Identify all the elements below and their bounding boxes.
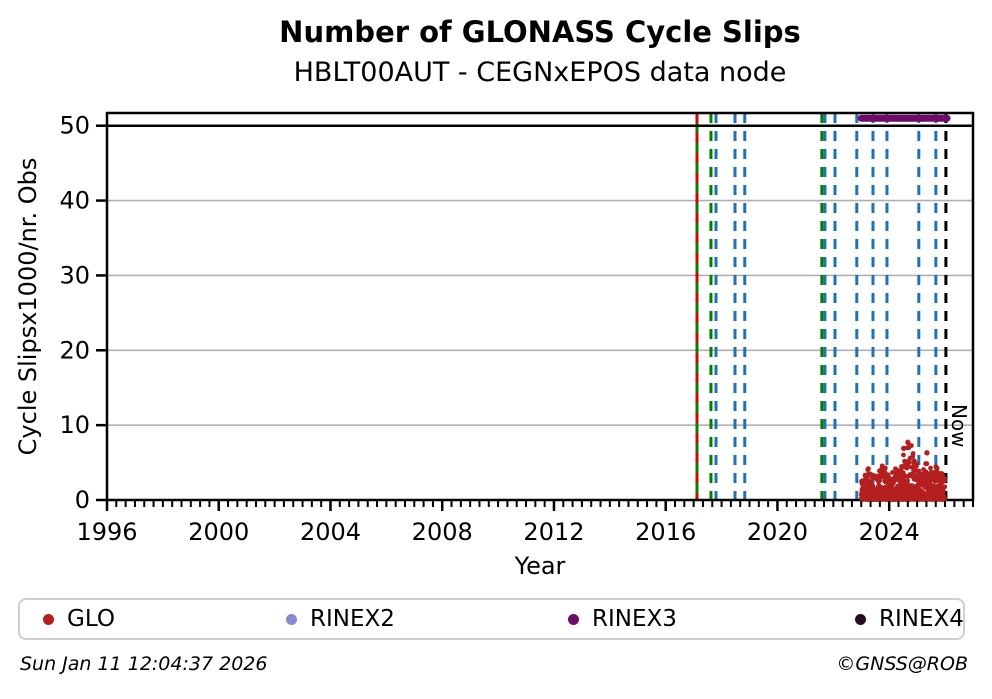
glo-marker-icon (43, 613, 54, 625)
glo-scatter-point (940, 491, 946, 496)
rinex2-marker-icon (286, 613, 297, 625)
glo-scatter-point (904, 465, 910, 471)
x-tick-label: 1996 (76, 518, 137, 546)
glo-scatter-point (929, 473, 935, 479)
legend-item-rinex3: RINEX3 (568, 600, 677, 638)
legend-label: RINEX2 (310, 606, 395, 632)
legend-label: GLO (67, 606, 115, 632)
legend-item-rinex2: RINEX2 (286, 600, 395, 638)
glo-scatter-point (901, 445, 907, 452)
glo-scatter-point (910, 483, 915, 489)
legend-item-glo: GLO (43, 600, 115, 638)
glo-scatter-point (905, 478, 910, 484)
x-axis-label: Year (514, 552, 566, 580)
chart-title: Number of GLONASS Cycle Slips (279, 15, 801, 49)
x-tick-label: 2016 (635, 518, 696, 546)
chart-subtitle: HBLT00AUT - CEGNxEPOS data node (293, 57, 787, 88)
rinex4-marker-icon (855, 613, 866, 625)
glo-scatter-point (905, 482, 911, 487)
glo-scatter-point (868, 479, 874, 485)
x-tick-label: 2012 (523, 518, 584, 546)
glo-scatter-point (942, 477, 948, 483)
x-tick-label: 2004 (300, 518, 361, 546)
glo-scatter-point (913, 473, 919, 479)
glo-scatter-point (910, 453, 916, 459)
glo-scatter-point (940, 497, 946, 502)
glo-scatter-point (901, 452, 906, 458)
glo-scatter-point (860, 481, 866, 487)
chart-canvas: 1996 2000 2004 2008 2012 2016 2020 2024 0 10 20 30 4… (14, 111, 975, 580)
glo-scatter-point (866, 466, 871, 472)
rinex3-marker-icon (568, 613, 579, 625)
x-tick-label: 2024 (859, 518, 920, 546)
glo-scatter-point (906, 444, 912, 450)
y-axis-label: Cycle Slipsx1000/nr. Obs (14, 158, 42, 456)
glo-scatter-point (934, 465, 940, 471)
glo-scatter-point (876, 479, 882, 485)
footer-credit: ©GNSS@ROB (836, 653, 968, 675)
footer-timestamp: Sun Jan 11 12:04:37 2026 (20, 653, 268, 675)
glo-scatter-point (890, 470, 895, 475)
plot-frame (105, 111, 975, 502)
glo-scatter-point (882, 467, 888, 472)
glo-scatter-point (906, 473, 912, 479)
glo-scatter-point (924, 461, 930, 467)
glo-scatter-point (918, 488, 924, 494)
y-tick-label: 10 (59, 411, 90, 439)
now-label: Now (947, 404, 971, 448)
glo-scatter-point (907, 459, 912, 465)
glo-scatter-point (928, 465, 933, 471)
legend-item-rinex4: RINEX4 (855, 600, 964, 638)
legend: GLO RINEX2 RINEX3 RINEX4 (18, 598, 965, 640)
glo-scatter-point (899, 464, 904, 469)
legend-label: RINEX3 (592, 606, 677, 632)
x-tick-label: 2020 (747, 518, 808, 546)
y-tick-label: 20 (59, 336, 90, 364)
glo-scatter-point (915, 485, 921, 491)
x-tick-label: 2008 (412, 518, 473, 546)
y-tick-label: 40 (59, 187, 90, 215)
glo-scatter-point (937, 475, 942, 481)
y-tick-label: 50 (59, 112, 90, 140)
y-tick-label: 0 (75, 486, 90, 514)
y-tick-label: 30 (59, 261, 90, 289)
x-tick-label: 2000 (188, 518, 249, 546)
glo-scatter-point (924, 450, 930, 456)
glo-scatter-point (934, 469, 940, 475)
legend-label: RINEX4 (879, 606, 964, 632)
glo-scatter-point (905, 439, 911, 446)
glo-scatter-point (913, 464, 919, 469)
